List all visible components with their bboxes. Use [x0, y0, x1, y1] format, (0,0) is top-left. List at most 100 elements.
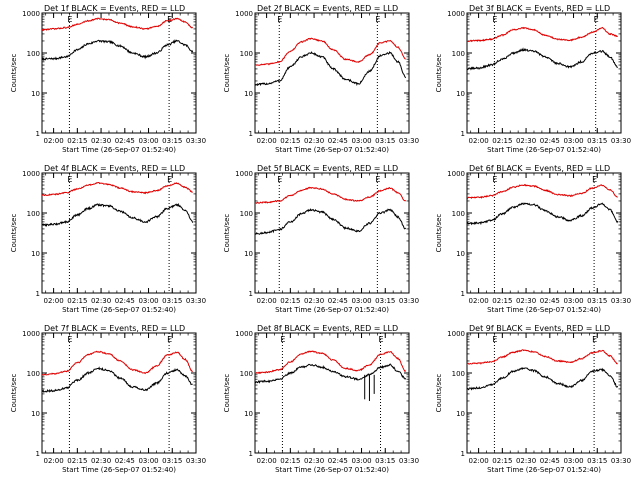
plot-frame	[254, 332, 410, 454]
events-series-line	[255, 363, 407, 384]
y-axis-label: Counts/sec	[223, 54, 231, 93]
x-tick-label: 02:30	[516, 297, 536, 305]
y-tick-label: 100	[452, 210, 465, 218]
y-axis-label: Counts/sec	[10, 214, 18, 253]
x-tick-label: 03:30	[186, 297, 206, 305]
chart-panel-5: Det 5f BLACK = Events, RED = LLD 1 10 100 10…	[223, 164, 419, 314]
x-tick-label: 03:15	[162, 457, 182, 465]
y-tick-label: 100	[27, 370, 40, 378]
y-tick-label: 100	[27, 210, 40, 218]
y-tick-label: 10	[31, 410, 40, 418]
x-tick-label: 02:30	[304, 297, 324, 305]
events-series-line	[255, 208, 407, 235]
chart-title: Det 5f BLACK = Events, RED = LLD	[257, 164, 398, 173]
x-tick-label: 02:00	[44, 297, 64, 305]
y-axis-label: Counts/sec	[435, 214, 443, 253]
x-tick-label: 02:00	[469, 297, 489, 305]
x-axis-label: Start Time (26-Sep-07 01:52:40)	[62, 466, 176, 474]
event-marker-label: E	[167, 335, 172, 344]
x-tick-label: 02:15	[280, 457, 300, 465]
lld-series-line	[255, 350, 407, 374]
y-axis-label: Counts/sec	[223, 214, 231, 253]
x-tick-label: 02:30	[91, 457, 111, 465]
x-tick-label: 03:30	[611, 457, 631, 465]
lld-series-line	[467, 183, 618, 200]
x-axis-label: Start Time (26-Sep-07 01:52:40)	[62, 146, 176, 154]
y-tick-label: 1000	[22, 330, 40, 338]
x-tick-label: 02:30	[516, 457, 536, 465]
x-tick-label: 02:00	[44, 457, 64, 465]
y-tick-label: 100	[240, 50, 253, 58]
event-marker-label: E	[277, 15, 282, 24]
y-tick-label: 10	[456, 410, 465, 418]
lld-series-line	[42, 17, 194, 32]
y-axis-label: Counts/sec	[435, 54, 443, 93]
event-marker-label: E	[167, 175, 172, 184]
chart-panel-7: Det 7f BLACK = Events, RED = LLD 1 10 100 10…	[10, 324, 206, 474]
chart-panel-9: Det 9f BLACK = Events, RED = LLD 1 10 100 10…	[435, 324, 631, 474]
x-tick-label: 02:45	[540, 137, 560, 145]
y-tick-label: 1000	[447, 170, 465, 178]
x-tick-label: 03:15	[587, 457, 607, 465]
x-tick-label: 02:45	[115, 457, 135, 465]
y-axis-label: Counts/sec	[10, 54, 18, 93]
events-series-line	[255, 51, 407, 87]
event-marker-label: E	[375, 175, 380, 184]
y-tick-label: 1000	[22, 10, 40, 18]
x-tick-label: 03:15	[587, 297, 607, 305]
events-series-line	[42, 202, 194, 228]
x-tick-label: 02:15	[67, 457, 87, 465]
chart-title: Det 2f BLACK = Events, RED = LLD	[257, 4, 398, 13]
y-tick-label: 1000	[447, 10, 465, 18]
x-tick-label: 03:30	[186, 457, 206, 465]
lld-series-line	[467, 26, 618, 43]
plot-frame	[41, 332, 197, 454]
event-marker-label: E	[167, 15, 172, 24]
y-tick-label: 1	[249, 450, 253, 458]
y-tick-label: 10	[456, 250, 465, 258]
x-tick-label: 03:00	[351, 297, 371, 305]
x-tick-label: 03:00	[563, 137, 583, 145]
x-tick-label: 03:00	[138, 137, 158, 145]
lld-series-line	[255, 37, 406, 66]
chart-panel-2: Det 2f BLACK = Events, RED = LLD 1 10 100 10…	[223, 4, 419, 154]
x-tick-label: 03:00	[563, 297, 583, 305]
event-marker-label: E	[67, 15, 72, 24]
chart-title: Det 6f BLACK = Events, RED = LLD	[469, 164, 610, 173]
x-tick-label: 02:15	[280, 297, 300, 305]
events-series-line	[467, 47, 618, 71]
chart-title: Det 7f BLACK = Events, RED = LLD	[44, 324, 185, 333]
x-tick-label: 02:30	[91, 137, 111, 145]
event-marker-label: E	[375, 15, 380, 24]
y-tick-label: 10	[244, 90, 253, 98]
x-tick-label: 02:15	[492, 297, 512, 305]
x-tick-label: 02:00	[257, 297, 277, 305]
y-tick-label: 100	[240, 210, 253, 218]
x-axis-label: Start Time (26-Sep-07 01:52:40)	[487, 146, 601, 154]
y-tick-label: 1	[36, 290, 40, 298]
x-axis-label: Start Time (26-Sep-07 01:52:40)	[275, 306, 389, 314]
event-marker-label: E	[67, 175, 72, 184]
x-tick-label: 02:45	[540, 457, 560, 465]
events-series-line	[42, 366, 193, 393]
event-marker-label: E	[492, 175, 497, 184]
y-tick-label: 100	[240, 370, 253, 378]
y-tick-label: 10	[456, 90, 465, 98]
plot-frame	[41, 12, 197, 134]
x-tick-label: 02:00	[469, 457, 489, 465]
x-tick-label: 02:00	[44, 137, 64, 145]
events-series-line	[42, 39, 194, 62]
event-marker-label: E	[280, 335, 285, 344]
plot-frame	[466, 12, 622, 134]
plot-frame	[466, 332, 622, 454]
event-marker-label: E	[594, 15, 599, 24]
chart-panel-1: Det 1f BLACK = Events, RED = LLD 1 10 100 10…	[10, 4, 206, 154]
y-tick-label: 1	[36, 130, 40, 138]
y-tick-label: 1	[249, 290, 253, 298]
x-tick-label: 03:00	[138, 457, 158, 465]
events-series-line	[467, 367, 619, 391]
y-tick-label: 1	[461, 130, 465, 138]
x-tick-label: 03:30	[186, 137, 206, 145]
x-tick-label: 03:15	[162, 297, 182, 305]
